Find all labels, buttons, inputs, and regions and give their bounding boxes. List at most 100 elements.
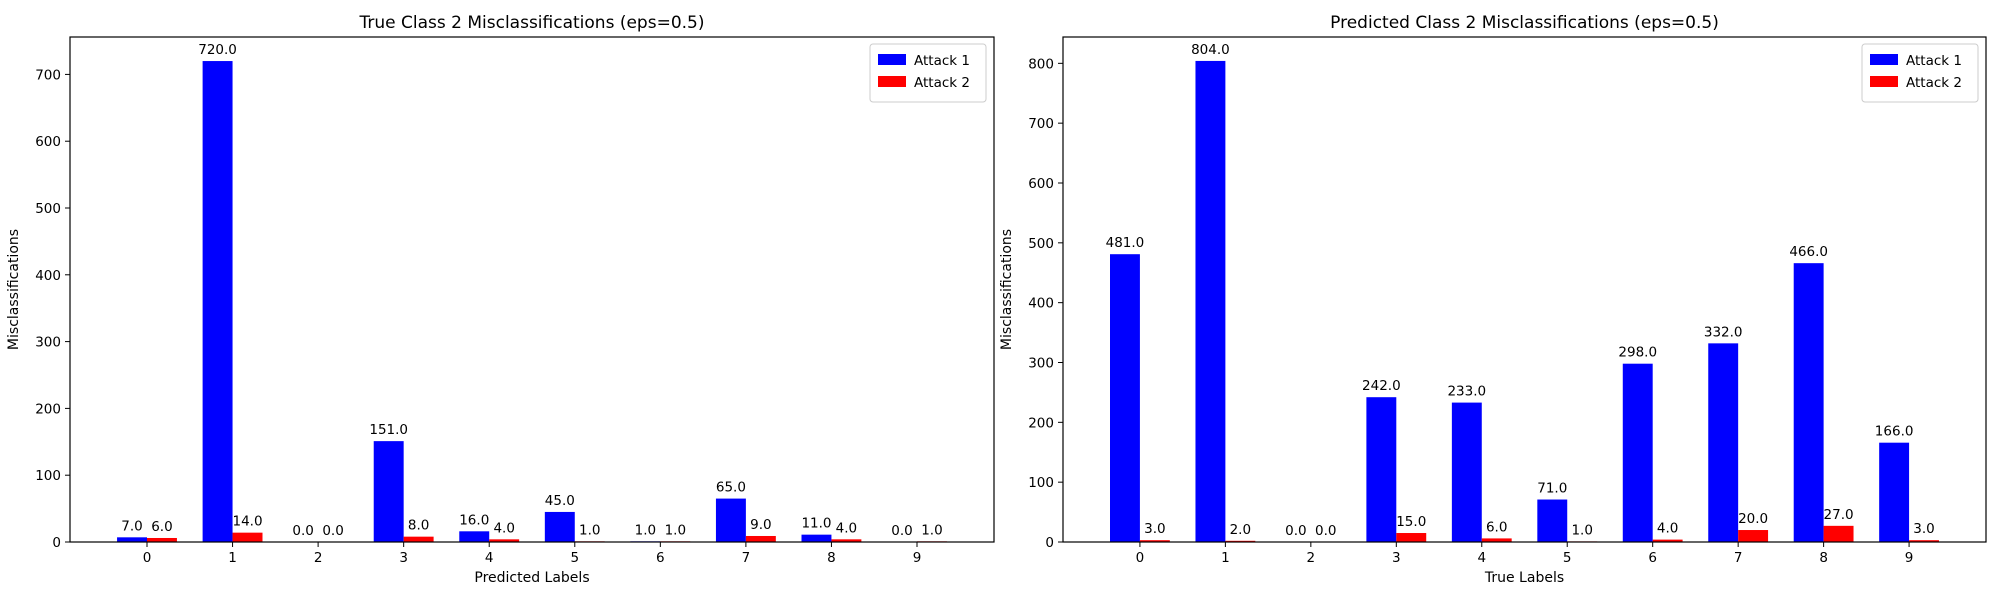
bar-attack1-7 <box>715 498 746 542</box>
x-tick-label: 6 <box>656 550 665 566</box>
bar-value-label: 1.0 <box>635 522 656 538</box>
bar-value-label: 4.0 <box>493 520 514 536</box>
bar-attack2-8 <box>1823 525 1854 542</box>
bar-value-label: 332.0 <box>1704 324 1743 340</box>
bar-attack1-4 <box>1451 402 1482 542</box>
bar-attack2-3 <box>403 536 434 542</box>
bar-value-label: 14.0 <box>232 514 262 530</box>
x-tick-label: 4 <box>1477 550 1486 566</box>
bar-value-label: 15.0 <box>1396 514 1426 530</box>
bar-value-label: 0.0 <box>1315 523 1336 539</box>
legend-label-attack2: Attack 2 <box>1906 75 1962 91</box>
bar-value-label: 151.0 <box>369 422 408 438</box>
x-tick-label: 2 <box>1307 550 1316 566</box>
bar-value-label: 0.0 <box>322 523 343 539</box>
bar-value-label: 298.0 <box>1618 345 1657 361</box>
legend: Attack 1 Attack 2 <box>1861 43 1979 103</box>
bar-attack1-9 <box>1879 442 1910 542</box>
x-tick-label: 0 <box>143 550 152 566</box>
bar-attack1-8 <box>1793 263 1824 542</box>
bar-attack2-8 <box>831 539 862 542</box>
legend-swatch-attack1 <box>878 54 906 65</box>
x-tick-label: 5 <box>570 550 579 566</box>
bar-attack1-1 <box>1195 60 1226 543</box>
bar-attack2-1 <box>232 532 263 542</box>
bar-value-label: 6.0 <box>151 519 172 535</box>
y-tick-label: 100 <box>35 468 61 484</box>
y-tick-label: 400 <box>35 268 61 284</box>
bar-attack1-3 <box>373 441 404 542</box>
bar-attack1-5 <box>544 511 575 542</box>
x-tick-label: 2 <box>314 550 323 566</box>
x-tick-label: 7 <box>742 550 751 566</box>
bar-attack1-0 <box>117 537 147 542</box>
bar-value-label: 65.0 <box>716 480 746 496</box>
bar-attack1-1 <box>202 61 233 543</box>
x-tick-label: 5 <box>1563 550 1572 566</box>
legend-swatch-attack2 <box>1870 76 1898 87</box>
bar-value-label: 0.0 <box>891 523 912 539</box>
x-tick-label: 0 <box>1136 550 1145 566</box>
bar-value-label: 3.0 <box>1913 521 1934 537</box>
bar-value-label: 2.0 <box>1230 522 1251 538</box>
y-tick-label: 0 <box>52 535 61 551</box>
y-tick-label: 0 <box>1045 535 1054 551</box>
bar-value-label: 0.0 <box>292 523 313 539</box>
bar-attack1-0 <box>1110 254 1140 542</box>
bar-value-label: 9.0 <box>750 517 771 533</box>
plot-frame <box>69 36 995 543</box>
plot-frame <box>1062 36 1987 543</box>
legend-label-attack1: Attack 1 <box>914 53 970 69</box>
bar-attack2-9 <box>1909 540 1939 542</box>
bar-value-label: 233.0 <box>1447 384 1486 400</box>
bar-value-label: 11.0 <box>801 516 831 532</box>
x-tick-label: 3 <box>399 550 408 566</box>
y-tick-label: 200 <box>35 401 61 417</box>
x-tick-label: 1 <box>1221 550 1230 566</box>
bar-value-label: 6.0 <box>1486 519 1507 535</box>
bar-attack2-7 <box>745 535 776 542</box>
bar-attack2-0 <box>1139 540 1170 542</box>
x-tick-label: 8 <box>827 550 836 566</box>
y-tick-label: 700 <box>1028 116 1054 132</box>
y-tick-label: 600 <box>1028 176 1054 192</box>
bar-value-label: 8.0 <box>408 518 429 534</box>
bar-value-label: 7.0 <box>121 518 142 534</box>
bar-value-label: 4.0 <box>1657 521 1678 537</box>
bar-value-label: 1.0 <box>1571 522 1592 538</box>
bar-value-label: 466.0 <box>1789 244 1828 260</box>
bar-attack1-3 <box>1366 397 1397 542</box>
bar-value-label: 4.0 <box>836 520 857 536</box>
bar-value-label: 27.0 <box>1824 507 1854 523</box>
bar-attack1-8 <box>801 534 832 542</box>
y-tick-label: 800 <box>1028 56 1054 72</box>
bar-attack2-3 <box>1396 533 1427 542</box>
x-tick-label: 9 <box>1905 550 1914 566</box>
x-tick-label: 1 <box>228 550 237 566</box>
bar-attack2-4 <box>1481 538 1512 542</box>
bar-value-label: 1.0 <box>921 522 942 538</box>
y-axis-label: Misclassifications <box>6 229 22 350</box>
y-tick-label: 300 <box>35 335 61 351</box>
bar-value-label: 45.0 <box>545 493 575 509</box>
x-tick-label: 7 <box>1734 550 1743 566</box>
x-tick-label: 6 <box>1648 550 1657 566</box>
bar-value-label: 20.0 <box>1738 511 1768 527</box>
bar-value-label: 1.0 <box>579 522 600 538</box>
bar-value-label: 804.0 <box>1191 42 1230 58</box>
bar-value-label: 0.0 <box>1285 523 1306 539</box>
bar-value-label: 720.0 <box>198 42 237 58</box>
legend: Attack 1 Attack 2 <box>869 43 987 103</box>
y-axis-label: Misclassifications <box>999 229 1015 350</box>
bar-attack2-4 <box>489 539 520 542</box>
bar-attack1-4 <box>459 531 490 542</box>
y-tick-label: 700 <box>35 67 61 83</box>
y-tick-label: 100 <box>1028 475 1054 491</box>
chart-title: True Class 2 Misclassifications (eps=0.5… <box>359 13 705 33</box>
x-tick-label: 8 <box>1819 550 1828 566</box>
bar-attack1-6 <box>1622 363 1653 542</box>
x-tick-label: 9 <box>913 550 922 566</box>
